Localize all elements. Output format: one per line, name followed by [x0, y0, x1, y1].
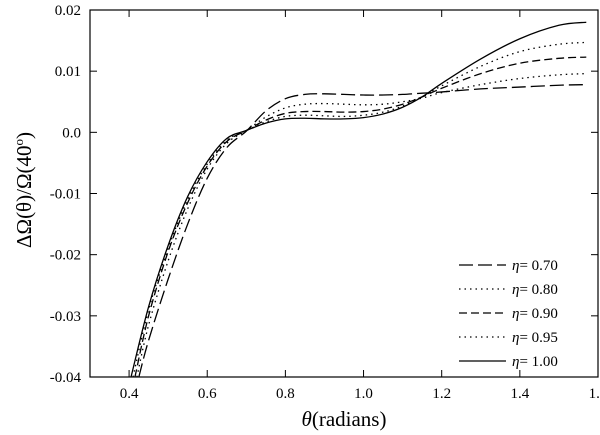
y-axis-ticks: -0.04 -0.03 -0.02 -0.01 0.0 0.01 0.02: [50, 3, 598, 386]
legend-value: = 0.70: [519, 258, 557, 274]
legend-eta-symbol: η: [512, 258, 519, 274]
x-axis-label-symbol: θ: [302, 407, 312, 431]
legend-label-3: η= 0.90: [512, 306, 558, 322]
y-tick-label: 0.01: [55, 64, 81, 80]
x-tick-label: 1.4: [510, 386, 529, 402]
legend-label-2: η= 0.80: [512, 282, 558, 298]
series-line-2: [136, 72, 587, 378]
y-tick-label: -0.02: [50, 248, 81, 264]
x-tick-label: 1.0: [354, 386, 373, 402]
y-axis-label: ΔΩ(θ)/Ω(40o): [11, 132, 36, 248]
legend-value: = 0.80: [519, 282, 557, 298]
x-axis-ticks: 0.4 0.6 0.8 1.0 1.2 1.4 1.6: [120, 10, 600, 402]
series-layer: [130, 21, 587, 378]
legend-eta-symbol: η: [512, 330, 519, 346]
legend-eta-symbol: η: [512, 282, 519, 298]
legend: η= 0.70η= 0.80η= 0.90η= 0.95η= 1.00: [459, 258, 558, 370]
y-tick-label: -0.04: [50, 370, 82, 386]
x-tick-label: 0.6: [198, 386, 217, 402]
x-tick-label: 0.8: [276, 386, 295, 402]
y-axis-label-main: ΔΩ(θ)/Ω(40: [12, 145, 36, 248]
y-tick-label: 0.0: [62, 125, 81, 141]
y-axis-label-close: ): [12, 132, 36, 139]
x-tick-label: 1.2: [432, 386, 451, 402]
x-tick-label: 1.6: [589, 386, 600, 402]
y-tick-label: 0.02: [55, 3, 81, 19]
legend-eta-symbol: η: [512, 354, 519, 370]
series-line-3: [134, 56, 587, 378]
series-line-4: [132, 41, 587, 378]
series-line-1: [138, 83, 587, 378]
y-tick-label: -0.01: [50, 187, 81, 203]
legend-label-1: η= 0.70: [512, 258, 558, 274]
legend-label-4: η= 0.95: [512, 330, 558, 346]
legend-value: = 0.90: [519, 306, 557, 322]
y-axis-label-superscript: o: [11, 139, 26, 146]
legend-value: = 1.00: [519, 354, 557, 370]
x-tick-label: 0.4: [120, 386, 139, 402]
series-line-5: [130, 21, 587, 378]
legend-label-5: η= 1.00: [512, 354, 558, 370]
x-axis-label: θ(radians): [302, 407, 387, 431]
y-tick-label: -0.03: [50, 309, 81, 325]
x-axis-label-text: (radians): [312, 407, 387, 431]
legend-eta-symbol: η: [512, 306, 519, 322]
legend-value: = 0.95: [519, 330, 557, 346]
